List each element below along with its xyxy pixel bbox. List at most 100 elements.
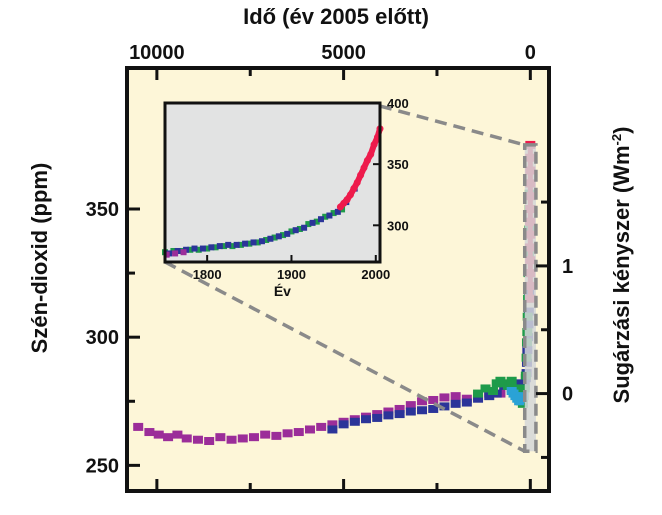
main-point-s1-8 <box>417 406 428 415</box>
inset-point-s1-6 <box>216 243 223 250</box>
left-tick-label-1: 300 <box>86 327 119 349</box>
inset-point-s0-12 <box>263 236 270 243</box>
main-point-s0-24 <box>394 404 405 413</box>
zoom-connectors <box>164 104 526 453</box>
inset-point-s0-5 <box>204 245 211 252</box>
highlight-box <box>522 143 538 454</box>
inset-y-tick-label-0: 300 <box>387 218 409 233</box>
main-point-s0-4 <box>172 430 183 439</box>
main-point-s0-1 <box>144 428 155 437</box>
left-tick-label-0: 250 <box>86 455 119 477</box>
top-axis-title: Idő (év 2005 előtt) <box>243 4 429 29</box>
inset-point-s1-7 <box>225 241 232 248</box>
main-point-s2-2 <box>487 387 498 396</box>
main-point-s1-2 <box>349 417 360 426</box>
inset-point-s2-1 <box>172 250 179 257</box>
main-point-s1-14 <box>484 392 495 401</box>
inset-point-s1-14 <box>284 230 291 237</box>
inset-x-tick-label-2: 2000 <box>361 267 390 282</box>
inset-series-red-line <box>337 125 383 210</box>
inset-point-s0-4 <box>195 246 202 253</box>
right-tick-label-0: 0 <box>562 384 573 406</box>
top-tick-label-2: 0 <box>525 42 536 64</box>
main-point-s2-1 <box>480 384 491 393</box>
inset-point-s1-11 <box>258 238 265 245</box>
main-point-s0-16 <box>304 425 315 434</box>
main-point-s0-7 <box>204 437 215 446</box>
inset-plot-marks <box>162 125 384 258</box>
right-tick-label-1: 1 <box>562 256 573 278</box>
main-point-s0-17 <box>316 422 327 431</box>
inset-point-s0-19 <box>322 213 329 220</box>
inset-x-axis-title: Év <box>274 283 291 299</box>
inset-point-s0-16 <box>296 225 303 232</box>
inset-point-s0-3 <box>187 246 194 253</box>
main-point-s0-2 <box>153 430 164 439</box>
inset-point-s0-8 <box>229 243 236 250</box>
inset-point-s1-19 <box>326 212 333 219</box>
main-point-s1-6 <box>394 410 405 419</box>
inset-point-s0-17 <box>305 221 312 228</box>
inset-point-s0-13 <box>271 234 278 241</box>
inset-point-s0-15 <box>288 228 295 235</box>
inset-point-s1-3 <box>191 245 198 252</box>
inset-y-tick-label-1: 350 <box>387 157 409 172</box>
main-point-s0-3 <box>163 433 174 442</box>
inset-point-s0-9 <box>237 241 244 248</box>
main-point-s1-12 <box>461 398 472 407</box>
inset-point-s1-12 <box>267 235 274 242</box>
inset-plot-frame <box>163 101 382 264</box>
inset-point-s2-2 <box>180 249 187 256</box>
inset-point-s1-13 <box>275 233 282 240</box>
inset-point-s1-17 <box>309 219 316 226</box>
inset-point-s0-6 <box>212 244 219 251</box>
inset-point-s1-4 <box>199 245 206 252</box>
main-point-s0-27 <box>428 395 439 404</box>
main-point-s3-6 <box>517 392 528 401</box>
main-point-s1-11 <box>450 399 461 408</box>
main-point-s1-18 <box>512 379 523 388</box>
inset-point-s0-20 <box>330 210 337 217</box>
main-point-s0-5 <box>181 434 192 443</box>
main-point-s0-18 <box>327 420 338 429</box>
main-point-s1-5 <box>383 411 394 420</box>
inset-point-s1-16 <box>301 224 308 231</box>
connector-top <box>379 104 526 147</box>
inset-point-s1-15 <box>292 227 299 234</box>
main-point-s0-14 <box>282 429 293 438</box>
inset-point-s0-14 <box>280 232 287 239</box>
inset-point-s1-8 <box>233 241 240 248</box>
main-point-s1-0 <box>327 425 338 434</box>
inset-plot-axes: 1800 1900 2000 Év 300 350 400 <box>193 96 409 299</box>
main-point-s0-15 <box>293 428 304 437</box>
main-point-s1-9 <box>428 404 439 413</box>
inset-y-tick-label-2: 400 <box>387 96 409 111</box>
main-point-s0-9 <box>226 435 237 444</box>
inset-point-s1-18 <box>317 216 324 223</box>
inset-x-tick-label-0: 1800 <box>193 267 222 282</box>
connector-bottom <box>164 260 526 453</box>
inset-point-s1-9 <box>242 240 249 247</box>
main-point-s0-29 <box>450 392 461 401</box>
main-point-s0-0 <box>133 422 144 431</box>
inset-point-s1-10 <box>250 239 257 246</box>
main-point-s2-6 <box>502 381 513 390</box>
main-point-s1-13 <box>473 394 484 403</box>
inset-point-s1-5 <box>208 244 215 251</box>
main-point-s2-7 <box>506 376 517 385</box>
top-tick-label-1: 5000 <box>321 42 366 64</box>
inset-x-tick-label-1: 1900 <box>277 267 306 282</box>
inset-point-s0-11 <box>254 239 261 246</box>
main-point-s1-3 <box>361 415 372 424</box>
main-point-s1-7 <box>405 407 416 416</box>
inset-point-s2-0 <box>163 251 170 258</box>
main-point-s1-4 <box>372 413 383 422</box>
main-point-s1-10 <box>439 402 450 411</box>
main-plot-axes: 10000 5000 0 250 300 350 0 1 <box>86 42 573 491</box>
main-point-s0-11 <box>248 433 259 442</box>
main-point-s1-1 <box>338 420 349 429</box>
inset-point-s0-10 <box>246 240 253 247</box>
main-point-s0-25 <box>405 401 416 410</box>
inset-point-s0-7 <box>221 243 228 250</box>
